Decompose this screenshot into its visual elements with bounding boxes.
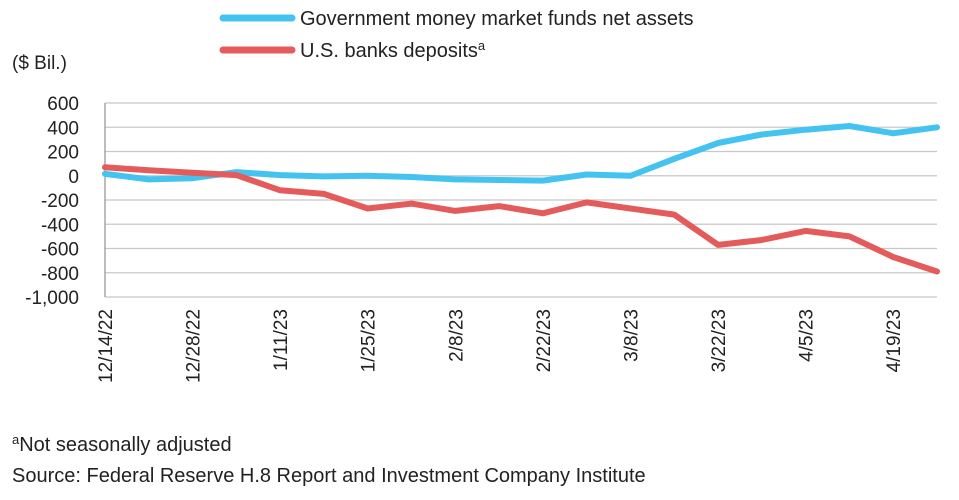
y-tick-label: 0 [68,167,79,188]
y-tick-label: -200 [41,191,79,212]
x-tick-label: 3/8/23 [621,309,642,362]
legend: Government money market funds net assets… [219,8,694,62]
x-tick-label: 12/14/22 [96,309,117,383]
legend-label-us-banks-deposits-text: U.S. banks deposits [300,40,478,62]
y-axis-unit-label: ($ Bil.) [12,53,67,74]
x-tick-label: 1/11/23 [271,309,292,371]
y-tick-label: -600 [41,240,79,261]
footnote: aNot seasonally adjusted [12,432,232,456]
footnote-text: Not seasonally adjusted [19,434,231,456]
footnote-mark: a [12,432,20,447]
y-tick-label: -1,000 [25,288,79,309]
x-tick-label: 2/22/23 [534,309,555,372]
series-line-government-mmf [102,123,940,184]
x-tick-label: 3/22/23 [709,309,730,372]
y-tick-label: 200 [47,143,79,164]
source-note: Source: Federal Reserve H.8 Report and I… [12,465,646,487]
x-tick-label: 4/19/23 [884,309,905,372]
y-axis-tick-labels: 600 400 200 0 -200 -400 -600 -800 -1,000 [25,94,79,309]
series-line-us-banks-deposits [102,164,940,275]
y-tick-label: -400 [41,215,79,236]
legend-label-government-mmf: Government money market funds net assets [300,8,694,30]
x-axis-tick-labels: 12/14/22 12/28/22 1/11/23 1/25/23 2/8/23 2/22… [96,309,905,383]
y-tick-label: 600 [47,94,79,115]
x-tick-label: 12/28/22 [184,309,205,383]
y-tick-label: 400 [47,118,79,139]
series-lines [102,123,940,275]
x-tick-label: 1/25/23 [359,309,380,372]
y-tick-label: -800 [41,264,79,285]
x-tick-label: 4/5/23 [797,309,818,362]
x-tick-label: 2/8/23 [446,309,467,362]
legend-superscript-a: a [478,38,486,53]
legend-label-us-banks-deposits: U.S. banks depositsa [300,38,486,62]
